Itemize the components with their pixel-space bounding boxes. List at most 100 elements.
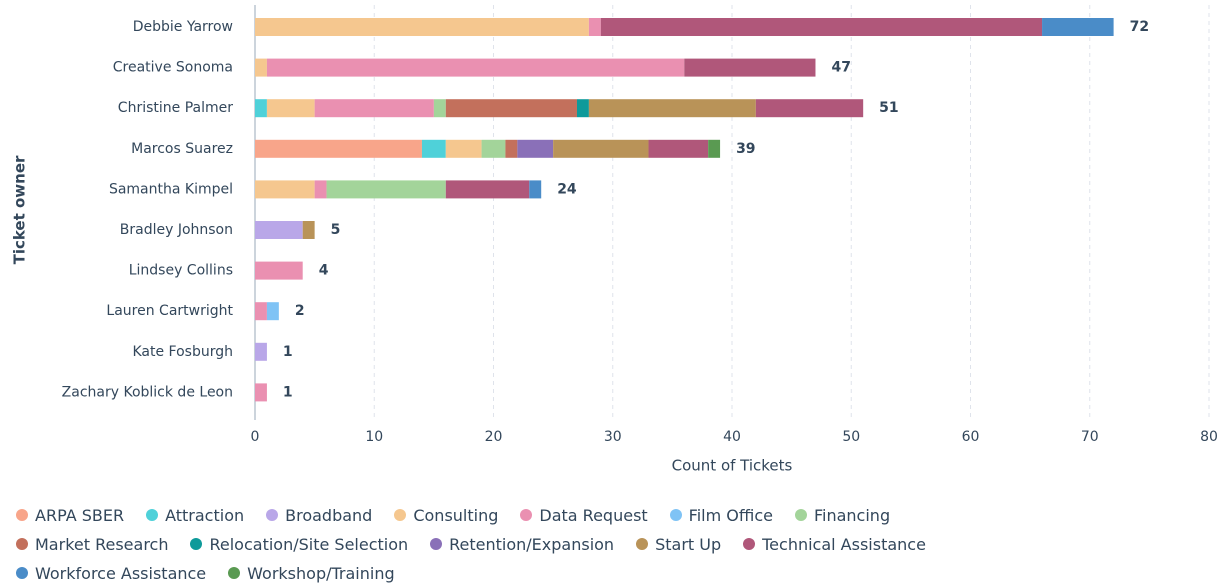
legend-label: Film Office	[688, 505, 773, 525]
bar-segment	[588, 99, 756, 118]
total-label: 51	[879, 100, 898, 116]
bar-segment	[755, 99, 864, 118]
bar-segment	[588, 18, 601, 36]
bar-segment	[433, 99, 446, 118]
x-tick-label: 0	[251, 429, 260, 445]
bar-segment	[708, 139, 721, 158]
bar-segment	[266, 58, 685, 77]
legend-swatch	[16, 509, 28, 521]
bar-segment	[445, 99, 577, 118]
legend-swatch	[794, 509, 807, 521]
legend-item[interactable]: Attraction	[146, 503, 244, 527]
y-tick-label: Creative Sonoma	[113, 60, 233, 76]
bar-segment	[255, 99, 267, 118]
bar-segment	[576, 99, 589, 118]
bar-segment	[255, 261, 303, 280]
legend-label: Retention/Expansion	[449, 534, 615, 554]
bar-segment	[1042, 18, 1114, 36]
legend-item[interactable]: Data Request	[520, 503, 648, 527]
legend: ARPA SBER Attraction Broadband Consulting Da…	[16, 503, 1056, 585]
total-label: 24	[557, 181, 577, 197]
legend-item[interactable]: Workshop/Training	[228, 561, 395, 585]
bar-segment	[553, 139, 649, 158]
legend-item[interactable]: Start Up	[636, 532, 721, 556]
y-tick-label: Marcos Suarez	[131, 141, 233, 157]
legend-swatch	[228, 567, 241, 579]
legend-item[interactable]: Workforce Assistance	[16, 561, 206, 585]
legend-label: Workforce Assistance	[35, 563, 207, 583]
bar-segment	[255, 342, 267, 361]
legend-label: Attraction	[165, 505, 245, 525]
total-label: 1	[283, 344, 293, 360]
bar-segment	[255, 221, 303, 239]
bar-segment	[255, 18, 589, 36]
bar-segment	[255, 58, 267, 77]
x-tick-label: 60	[962, 429, 980, 445]
x-tick-label: 80	[1200, 429, 1218, 445]
y-tick-label: Bradley Johnson	[120, 222, 233, 238]
legend-item[interactable]: Technical Assistance	[743, 532, 926, 556]
legend-item[interactable]: ARPA SBER	[16, 503, 124, 527]
bar-segment	[600, 18, 1043, 36]
legend-label: ARPA SBER	[35, 505, 125, 525]
y-tick-label: Kate Fosburgh	[132, 344, 233, 360]
legend-item[interactable]: Retention/Expansion	[430, 532, 614, 556]
bar-segment	[481, 139, 506, 158]
legend-label: Technical Assistance	[762, 534, 926, 554]
total-label: 39	[736, 141, 755, 157]
x-tick-label: 50	[842, 429, 860, 445]
legend-swatch	[394, 509, 407, 521]
legend-item[interactable]: Broadband	[266, 503, 372, 527]
bar-segment	[266, 99, 315, 118]
bar-segment	[255, 180, 315, 199]
legend-label: Financing	[813, 505, 891, 525]
bar-segment	[529, 180, 542, 199]
legend-swatch	[520, 509, 533, 521]
legend-label: Start Up	[655, 534, 722, 554]
legend-swatch	[266, 509, 279, 521]
legend-item[interactable]: Film Office	[669, 503, 773, 527]
x-tick-label: 10	[365, 429, 383, 445]
legend-label: Market Research	[35, 534, 169, 554]
bar-segment	[255, 383, 267, 402]
legend-item[interactable]: Relocation/Site Selection	[190, 532, 408, 556]
legend-swatch	[16, 567, 28, 579]
y-tick-label: Zachary Koblick de Leon	[62, 384, 233, 400]
y-tick-label: Lindsey Collins	[129, 263, 233, 279]
legend-swatch	[743, 538, 756, 550]
total-label: 2	[295, 303, 305, 319]
x-tick-label: 40	[723, 429, 741, 445]
bar-segment	[684, 58, 816, 77]
y-tick-label: Lauren Cartwright	[106, 303, 233, 319]
legend-swatch	[636, 538, 649, 550]
bar-segment	[314, 180, 327, 199]
legend-label: Consulting	[413, 505, 499, 525]
bar-segment	[421, 139, 446, 158]
bar-segment	[314, 99, 434, 118]
legend-label: Broadband	[285, 505, 373, 525]
x-tick-label: 70	[1081, 429, 1099, 445]
bar-segment	[302, 221, 315, 239]
legend-label: Data Request	[539, 505, 648, 525]
y-tick-label: Samantha Kimpel	[109, 181, 233, 197]
bar-segment	[255, 139, 422, 158]
legend-swatch	[430, 538, 443, 550]
bar-segment	[505, 139, 518, 158]
total-label: 1	[283, 384, 293, 400]
chart: Ticket owner Count of Tickets 0 10 20 30 40 5…	[11, 5, 1218, 475]
total-label: 4	[319, 263, 329, 279]
total-label: 72	[1130, 19, 1149, 35]
x-axis-label: Count of Tickets	[672, 457, 793, 475]
legend-item[interactable]: Financing	[794, 503, 891, 527]
bar-segment	[648, 139, 709, 158]
legend-item[interactable]: Consulting	[394, 503, 498, 527]
bar-segment	[517, 139, 554, 158]
y-tick-label: Debbie Yarrow	[133, 19, 233, 35]
legend-label: Workshop/Training	[247, 563, 395, 583]
total-label: 5	[331, 222, 341, 238]
total-label: 47	[831, 60, 850, 76]
legend-item[interactable]: Market Research	[16, 532, 168, 556]
x-tick-label: 20	[485, 429, 503, 445]
y-axis-label: Ticket owner	[11, 155, 29, 264]
